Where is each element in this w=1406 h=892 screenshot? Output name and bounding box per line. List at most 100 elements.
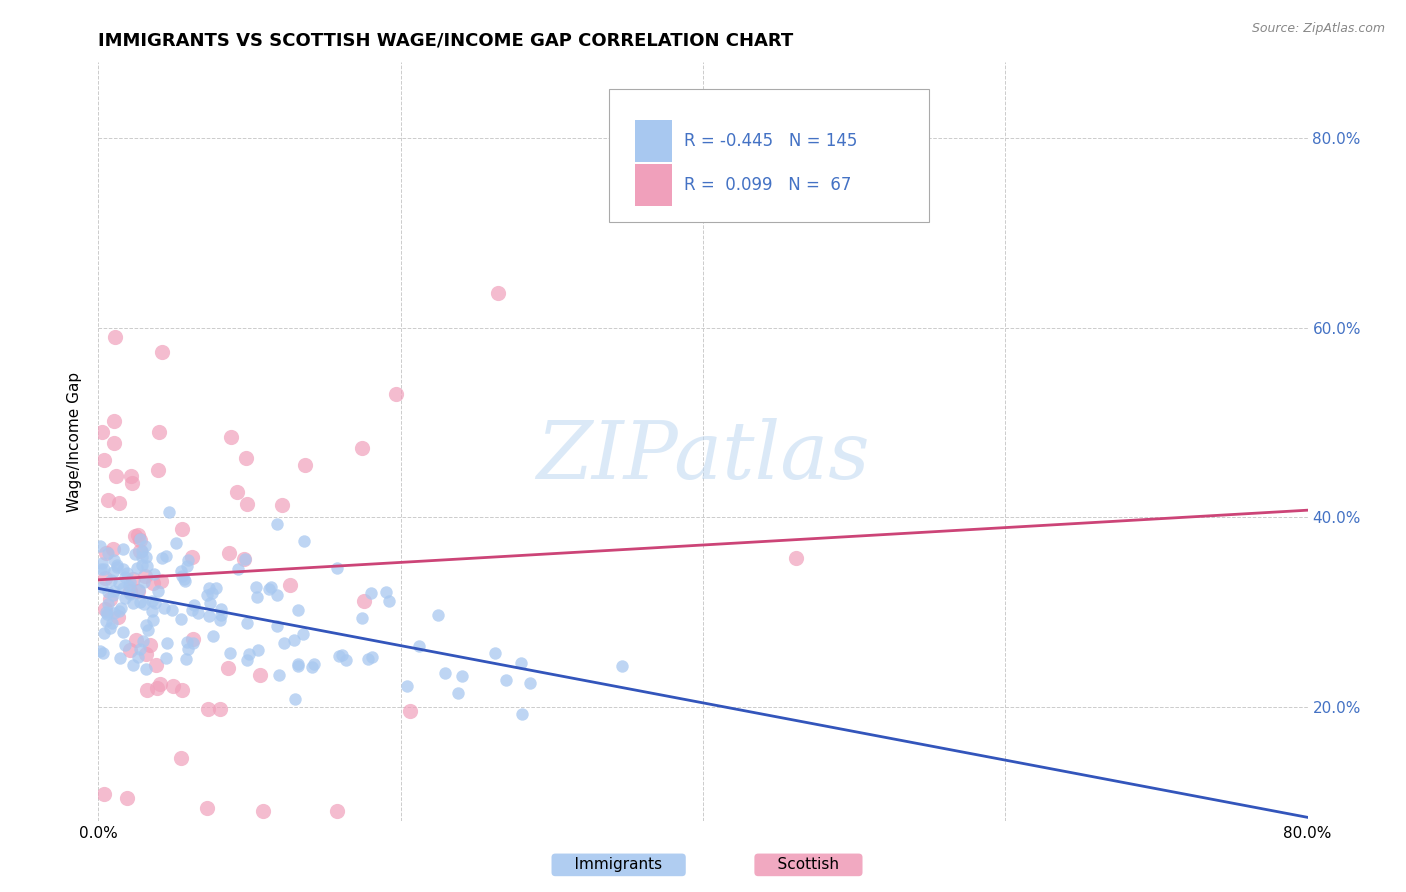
Point: [245, 580, 267, 594]
Point: [135, 618, 157, 632]
Point: [105, 558, 128, 573]
Point: [612, 659, 634, 673]
Point: [135, 662, 157, 676]
Point: [195, 589, 218, 603]
Point: [509, 656, 531, 670]
Point: [183, 598, 205, 612]
Point: [294, 534, 316, 549]
Point: [118, 587, 141, 601]
Point: [101, 541, 124, 556]
Point: [150, 345, 173, 359]
Point: [170, 564, 193, 578]
Point: [128, 582, 150, 597]
Point: [291, 626, 314, 640]
Point: [125, 561, 148, 575]
Point: [114, 591, 136, 606]
Point: [135, 648, 157, 662]
Point: [205, 581, 228, 595]
Point: [246, 642, 269, 657]
Point: [117, 791, 139, 805]
FancyBboxPatch shape: [636, 164, 672, 205]
Point: [148, 463, 170, 477]
Point: [249, 667, 271, 681]
FancyBboxPatch shape: [636, 120, 672, 162]
Point: [273, 636, 295, 650]
Point: [139, 638, 162, 652]
Point: [149, 574, 172, 589]
Point: [157, 506, 180, 520]
Point: [124, 529, 146, 543]
FancyBboxPatch shape: [609, 89, 929, 221]
Point: [174, 652, 197, 666]
Point: [398, 704, 420, 718]
Point: [91, 580, 114, 594]
Text: ZIPatlas: ZIPatlas: [536, 418, 870, 495]
Point: [122, 596, 145, 610]
Point: [97, 546, 120, 560]
Point: [353, 594, 375, 608]
Point: [785, 551, 807, 566]
Text: R =  0.099   N =  67: R = 0.099 N = 67: [683, 176, 851, 194]
Point: [142, 613, 165, 627]
Text: IMMIGRANTS VS SCOTTISH WAGE/INCOME GAP CORRELATION CHART: IMMIGRANTS VS SCOTTISH WAGE/INCOME GAP C…: [98, 32, 793, 50]
Point: [118, 574, 141, 589]
Point: [325, 804, 347, 818]
Point: [111, 625, 134, 640]
Point: [103, 565, 125, 579]
Point: [426, 608, 449, 623]
Point: [135, 550, 157, 565]
Point: [91, 646, 114, 660]
Point: [266, 619, 288, 633]
Point: [326, 560, 349, 574]
Point: [225, 485, 247, 500]
Point: [141, 604, 163, 618]
Point: [260, 580, 283, 594]
Point: [283, 633, 305, 648]
Point: [384, 387, 406, 401]
Point: [236, 616, 259, 631]
Point: [287, 658, 309, 673]
Point: [134, 569, 156, 583]
Point: [294, 458, 316, 472]
Point: [145, 681, 167, 695]
Point: [129, 533, 152, 547]
Point: [350, 441, 373, 455]
Point: [146, 584, 169, 599]
Point: [233, 552, 256, 566]
Point: [145, 657, 167, 672]
Point: [112, 562, 135, 576]
Point: [232, 551, 254, 566]
Point: [93, 562, 115, 576]
Point: [93, 787, 115, 801]
Point: [155, 650, 177, 665]
Point: [97, 492, 120, 507]
Point: [134, 539, 156, 553]
Point: [100, 591, 122, 606]
Point: [170, 612, 193, 626]
Point: [287, 603, 309, 617]
Point: [267, 667, 290, 681]
Point: [245, 591, 267, 605]
Point: [519, 676, 541, 690]
Point: [486, 285, 509, 300]
Point: [136, 623, 159, 637]
Point: [200, 586, 222, 600]
Point: [128, 641, 150, 656]
Point: [495, 673, 517, 688]
Point: [198, 597, 221, 611]
Point: [170, 522, 193, 536]
Point: [357, 652, 380, 666]
Point: [278, 577, 301, 591]
Point: [510, 706, 533, 721]
Point: [94, 602, 117, 616]
Point: [110, 600, 132, 615]
Point: [266, 588, 288, 602]
Point: [136, 558, 159, 573]
Point: [177, 552, 200, 566]
Point: [160, 603, 183, 617]
Point: [218, 546, 240, 560]
Point: [361, 649, 384, 664]
Point: [129, 544, 152, 558]
Point: [97, 585, 120, 599]
Point: [209, 607, 232, 622]
